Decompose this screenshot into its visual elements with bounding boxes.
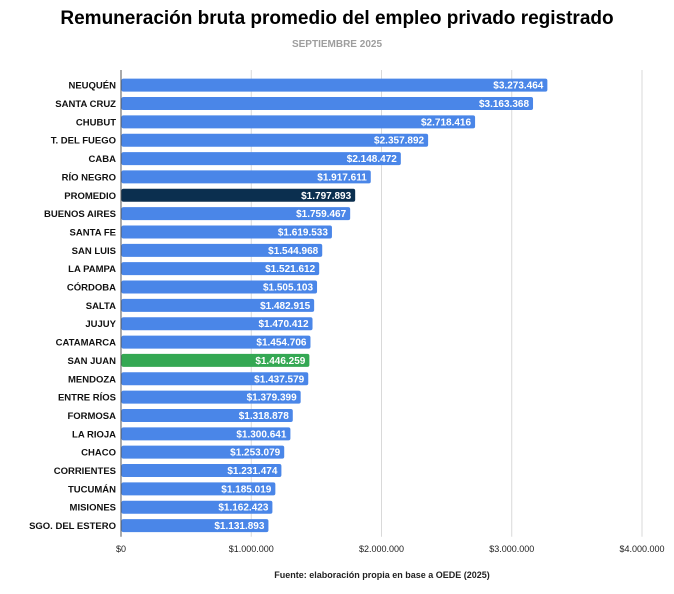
bar [121, 353, 310, 367]
bar-value-label: $1.470.412 [258, 319, 308, 330]
bar-value-label: $1.162.423 [218, 503, 268, 514]
bar-value-label: $1.619.533 [278, 227, 328, 238]
bar [121, 464, 282, 478]
category-label: SGO. DEL ESTERO [29, 521, 116, 532]
bar-value-label: $1.454.706 [256, 338, 306, 349]
category-label: CHUBUT [76, 117, 116, 128]
bar [121, 225, 332, 239]
category-labels: NEUQUÉN SANTA CRUZ CHUBUT T. DEL FUEGO CABA R… [29, 81, 117, 532]
category-label: LA PAMPA [68, 264, 116, 275]
bar [121, 188, 356, 202]
bar-value-label: $1.379.399 [247, 393, 297, 404]
bar [121, 427, 291, 441]
category-label: CÓRDOBA [67, 282, 116, 294]
bar-value-label: $1.231.474 [227, 466, 277, 477]
category-label: SALTA [86, 301, 116, 312]
bar [121, 335, 311, 349]
bar-value-label: $1.521.612 [265, 264, 315, 275]
bar [121, 170, 371, 184]
category-label: NEUQUÉN [68, 81, 116, 92]
category-label: MISIONES [70, 503, 116, 514]
category-label: CATAMARCA [56, 338, 116, 349]
bar-value-label: $1.446.259 [255, 356, 305, 367]
bar-value-label: $1.759.467 [296, 209, 346, 220]
x-tick-label: $4.000.000 [619, 544, 664, 554]
bar [121, 115, 476, 129]
category-label: CHACO [81, 448, 116, 459]
bar [121, 207, 351, 221]
bar [121, 262, 320, 276]
bar-value-label: $1.505.103 [263, 283, 313, 294]
bar [121, 445, 285, 459]
bar [121, 97, 534, 111]
x-tick-label: $3.000.000 [489, 544, 534, 554]
bar-value-label: $2.357.892 [374, 136, 424, 147]
x-tick-label: $0 [116, 544, 126, 554]
bar [121, 152, 401, 166]
bar-value-label: $1.318.878 [239, 411, 289, 422]
category-label: TUCUMÁN [68, 484, 116, 495]
bar-value-label: $1.544.968 [268, 246, 318, 257]
bar-value-label: $1.482.915 [260, 301, 310, 312]
bar [121, 243, 323, 257]
bar-value-label: $1.131.893 [214, 521, 264, 532]
source-note: Fuente: elaboración propia en base a OED… [274, 570, 490, 580]
bar [121, 133, 429, 147]
bar-value-label: $1.917.611 [317, 172, 367, 183]
bar-value-label: $1.300.641 [236, 429, 286, 440]
chart-subtitle: SEPTIEMBRE 2025 [291, 39, 383, 50]
category-label: MENDOZA [68, 374, 116, 385]
bar [121, 519, 269, 533]
bar-value-label: $2.718.416 [421, 117, 471, 128]
category-label: PROMEDIO [64, 191, 116, 202]
bar-value-label: $1.437.579 [254, 374, 304, 385]
bar [121, 372, 309, 386]
category-label: JUJUY [85, 319, 116, 330]
x-tick-label: $2.000.000 [359, 544, 404, 554]
bar [121, 78, 548, 92]
bar [121, 482, 276, 496]
category-label: SANTA FE [70, 227, 116, 238]
grid-layer [120, 70, 643, 537]
bar-layer: $3.273.464 $3.163.368 $2.718.416 $2.357.892… [121, 78, 548, 533]
category-label: CABA [89, 154, 117, 165]
x-tick-label: $1.000.000 [229, 544, 274, 554]
bar [121, 390, 301, 404]
bar-value-label: $1.185.019 [221, 484, 271, 495]
category-label: SANTA CRUZ [55, 99, 116, 110]
category-label: RÍO NEGRO [62, 172, 116, 183]
bar [121, 500, 273, 514]
bar-value-label: $2.148.472 [347, 154, 397, 165]
bar-value-label: $1.797.893 [301, 191, 351, 202]
bar [121, 280, 318, 294]
category-label: SAN JUAN [67, 356, 116, 367]
category-label: BUENOS AIRES [44, 209, 116, 220]
bar-value-label: $3.163.368 [479, 99, 529, 110]
bar [121, 298, 315, 312]
bar [121, 317, 313, 331]
chart-title: Remuneración bruta promedio del empleo p… [60, 8, 614, 29]
bar-value-label: $3.273.464 [493, 81, 543, 92]
category-label: T. DEL FUEGO [51, 136, 116, 147]
category-label: SAN LUIS [72, 246, 116, 257]
bar [121, 408, 293, 422]
bar-value-label: $1.253.079 [230, 448, 280, 459]
category-label: FORMOSA [67, 411, 116, 422]
x-axis-ticks: $0 $1.000.000 $2.000.000 $3.000.000 $4.000.0… [116, 544, 665, 554]
category-label: LA RIOJA [72, 429, 116, 440]
category-label: ENTRE RÍOS [58, 393, 116, 404]
category-label: CORRIENTES [54, 466, 116, 477]
